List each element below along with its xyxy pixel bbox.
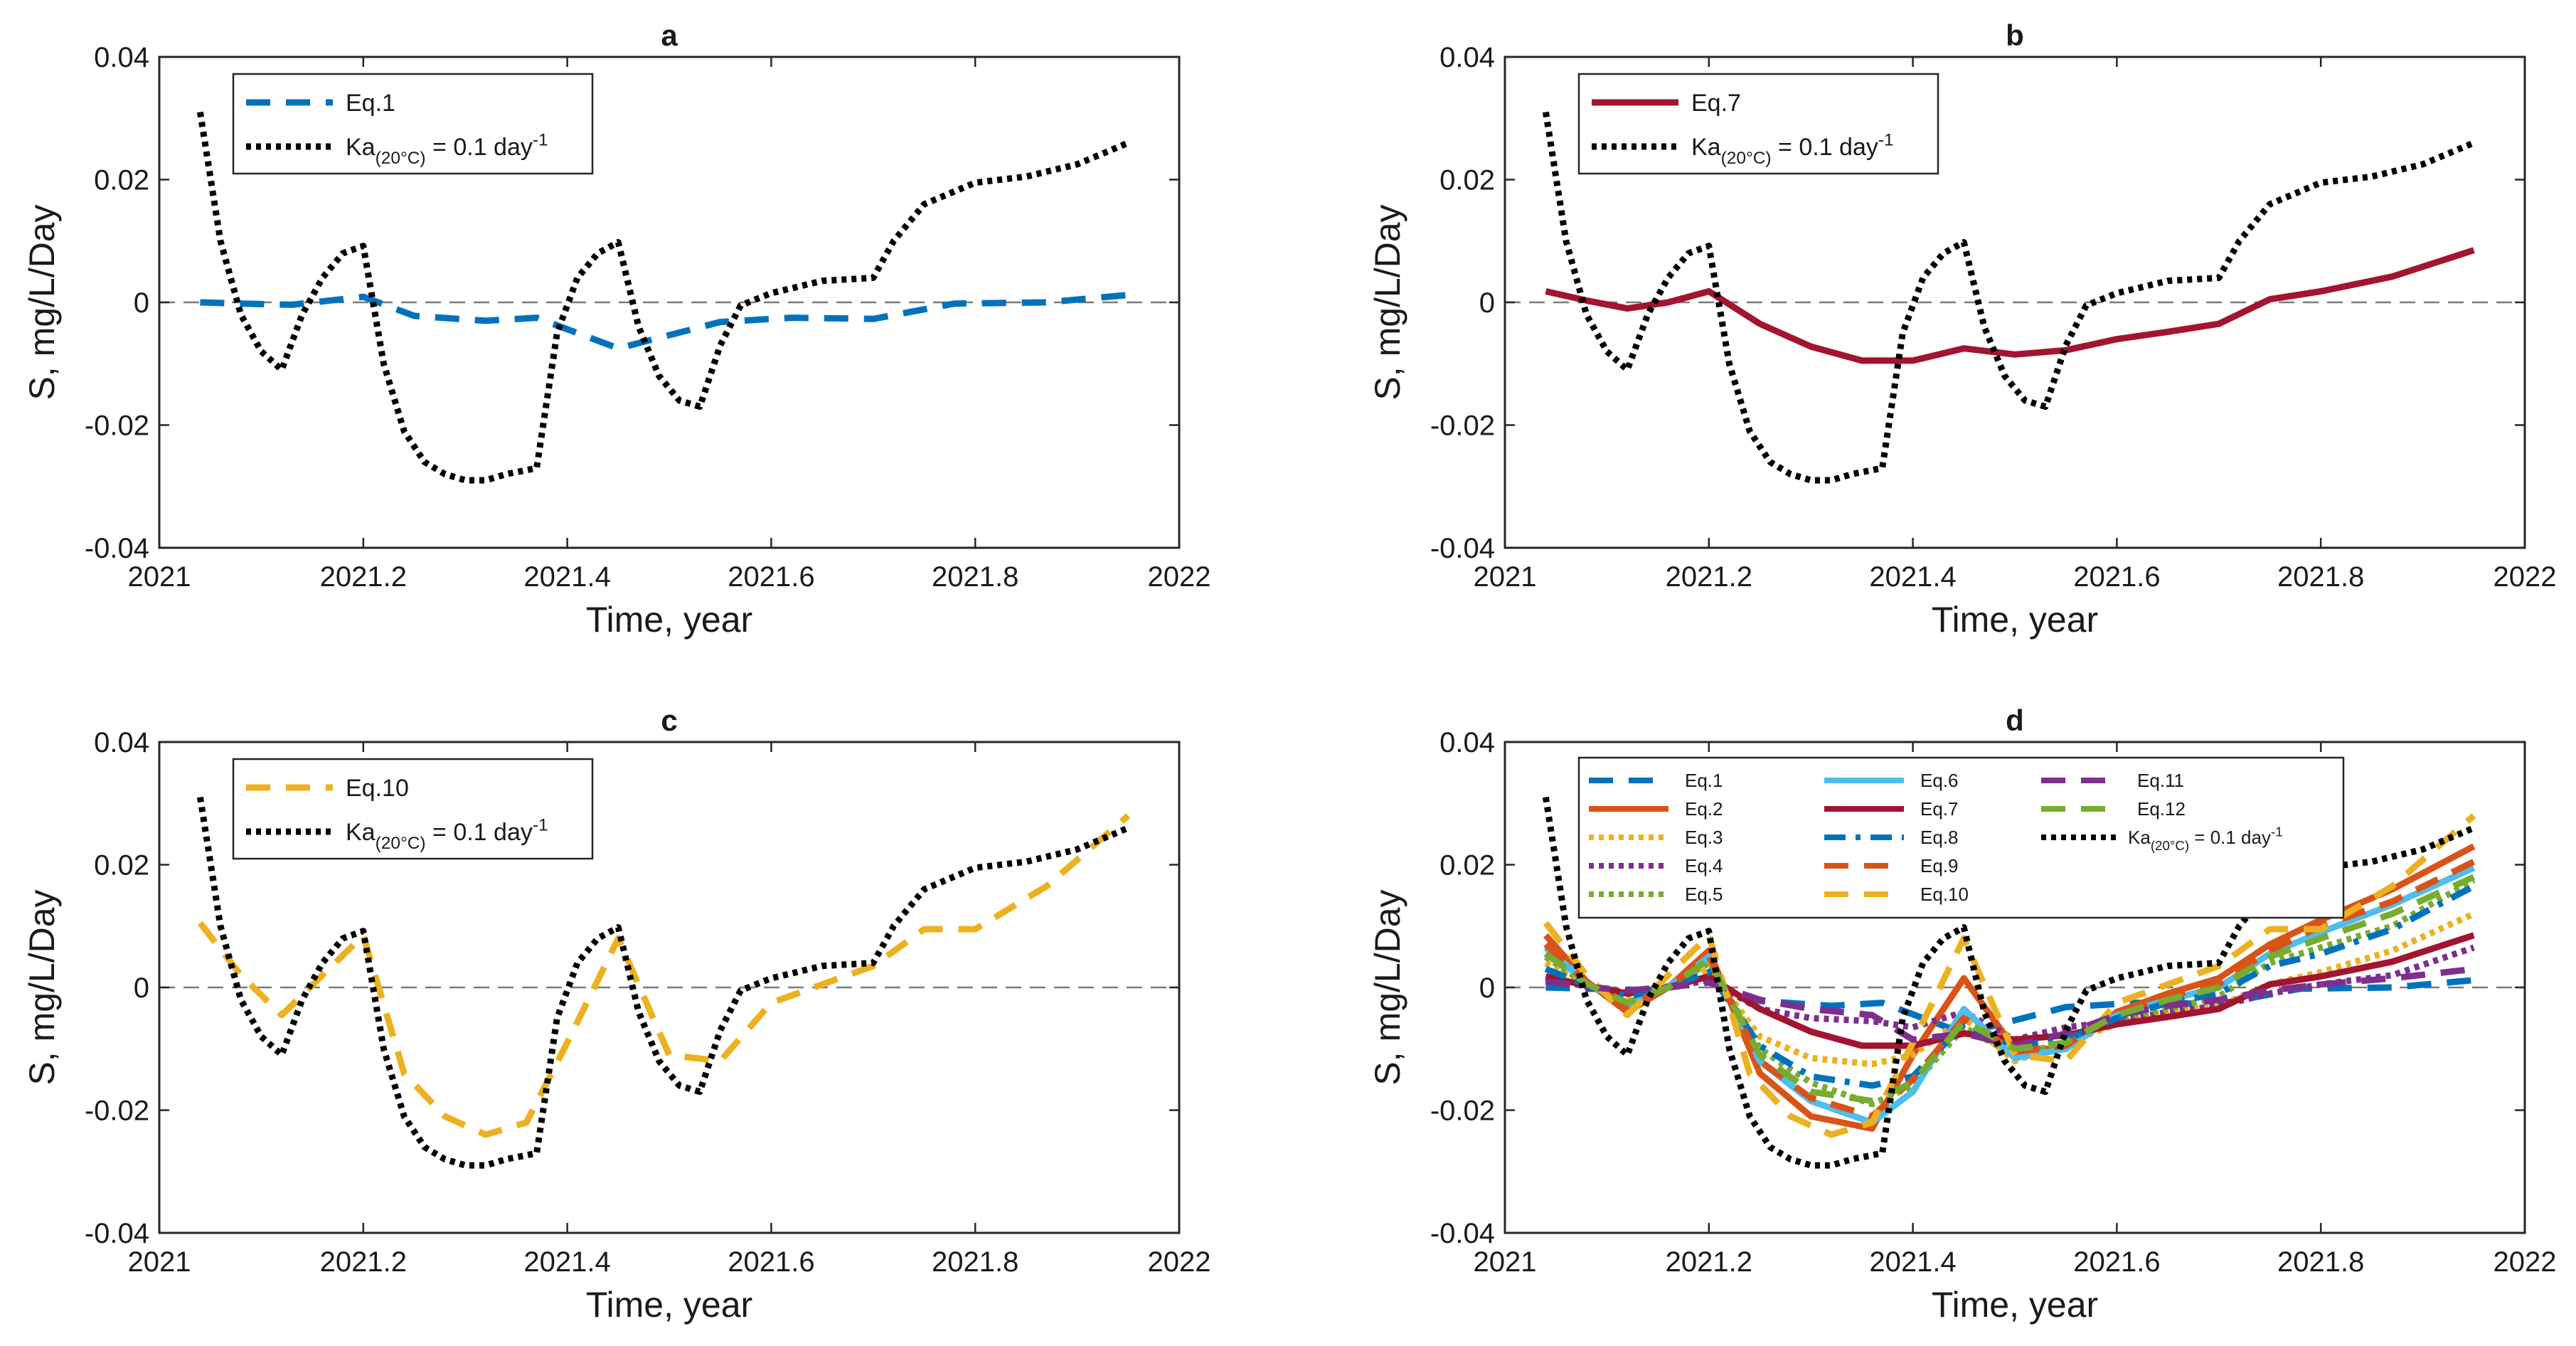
- x-tick-label: 2021.8: [932, 561, 1018, 593]
- legend-box: [232, 758, 594, 860]
- panel-title: d: [2006, 704, 2024, 737]
- x-axis-label: Time, year: [1932, 600, 2098, 640]
- legend-label: Eq.9: [1920, 855, 1959, 876]
- legend-label: Eq.4: [1685, 855, 1723, 876]
- x-tick-label: 2021: [128, 561, 191, 593]
- panel-title: a: [661, 18, 678, 52]
- chart-panel-d: 2021 2021.2 2021.4 2021.6 2021.8 2022 -0.04 -0.…: [1368, 704, 2556, 1325]
- x-tick-label: 2021: [1474, 1246, 1537, 1278]
- y-tick-label: -0.02: [1430, 1096, 1495, 1127]
- y-axis-label: S, mg/L/Day: [1368, 204, 1407, 400]
- y-tick-label: -0.04: [1430, 533, 1495, 564]
- x-tick-label: 2021.2: [320, 1246, 407, 1278]
- x-tick-label: 2022: [2493, 561, 2557, 593]
- x-tick-label: 2021.2: [1666, 1246, 1752, 1278]
- y-tick-label: 0.04: [1439, 42, 1495, 73]
- x-axis-label: Time, year: [586, 1285, 752, 1325]
- legend-label: Eq.11: [2137, 770, 2184, 791]
- y-tick-label: 0.04: [1439, 727, 1495, 758]
- y-axis-label: S, mg/L/Day: [22, 889, 62, 1085]
- legend: Eq.10 Ka(20°C) = 0.1 day-1: [232, 758, 594, 860]
- x-tick-label: 2021.4: [523, 561, 610, 593]
- panel-title: c: [661, 704, 677, 737]
- x-tick-label: 2021.8: [2277, 561, 2364, 593]
- legend-label: Eq.10: [346, 775, 409, 802]
- x-tick-label: 2022: [1148, 1246, 1211, 1278]
- x-tick-label: 2021: [1474, 561, 1537, 593]
- legend-label: Eq.6: [1920, 770, 1959, 791]
- x-tick-label: 2021.4: [523, 1246, 610, 1278]
- legend-label: Eq.10: [1920, 884, 1969, 905]
- series-line-eq-12: [1543, 874, 2476, 1105]
- y-tick-label: 0: [134, 287, 149, 319]
- legend: Eq.1 Eq.2 Eq.3 Eq.4 Eq.5 Eq.6 Eq.7 Eq.8 Eq.9 Eq.1…: [1577, 756, 2345, 919]
- legend-label: Eq.12: [2137, 798, 2186, 820]
- x-tick-label: 2021.4: [1869, 561, 1956, 593]
- x-tick-label: 2021.6: [2073, 561, 2160, 593]
- x-tick-label: 2022: [1148, 561, 1211, 593]
- legend-label: Ka(20°C) = 0.1 day-1: [346, 815, 548, 853]
- y-tick-label: -0.02: [85, 1096, 149, 1127]
- y-axis-label: S, mg/L/Day: [1368, 889, 1407, 1085]
- legend-label: Eq.7: [1691, 90, 1741, 117]
- y-tick-label: -0.02: [1430, 410, 1495, 442]
- legend-box: [1577, 73, 1939, 175]
- chart-panel-c: 2021 2021.2 2021.4 2021.6 2021.8 2022 -0.04 -0.…: [22, 704, 1210, 1325]
- legend-label: Ka(20°C) = 0.1 day-1: [2128, 825, 2283, 854]
- y-tick-label: -0.04: [85, 533, 149, 564]
- legend-box: [232, 73, 594, 175]
- x-tick-label: 2021.6: [2073, 1246, 2160, 1278]
- x-tick-label: 2022: [2493, 1246, 2557, 1278]
- y-tick-label: 0.02: [94, 850, 149, 881]
- legend-box: [1577, 756, 2345, 919]
- legend-label: Eq.3: [1685, 827, 1723, 848]
- panel-title: b: [2006, 18, 2024, 52]
- x-tick-label: 2021.8: [2277, 1246, 2364, 1278]
- x-tick-label: 2021.6: [728, 561, 814, 593]
- legend-label: Eq.5: [1685, 884, 1723, 905]
- y-axis-label: S, mg/L/Day: [22, 204, 62, 400]
- y-tick-label: -0.04: [85, 1218, 149, 1249]
- series-line-ka-20-c-0-1-day-1: [196, 796, 1130, 1169]
- legend-label: Ka(20°C) = 0.1 day-1: [346, 130, 548, 168]
- y-tick-label: -0.02: [85, 410, 149, 442]
- legend-label: Eq.1: [1685, 770, 1723, 791]
- y-tick-label: 0.04: [94, 42, 149, 73]
- x-tick-label: 2021.8: [932, 1246, 1018, 1278]
- y-tick-label: 0: [1479, 287, 1495, 319]
- x-tick-label: 2021.6: [728, 1246, 814, 1278]
- x-tick-label: 2021.4: [1869, 1246, 1956, 1278]
- y-tick-label: 0.02: [94, 165, 149, 196]
- chart-panel-a: 2021 2021.2 2021.4 2021.6 2021.8 2022 -0.04 -0.…: [22, 18, 1210, 640]
- y-tick-label: 0.02: [1439, 850, 1495, 881]
- legend-label: Ka(20°C) = 0.1 day-1: [1691, 130, 1894, 168]
- series-line-eq-9: [1543, 859, 2476, 1120]
- legend-label: Eq.2: [1685, 798, 1723, 820]
- chart-panel-b: 2021 2021.2 2021.4 2021.6 2021.8 2022 -0.04 -0.…: [1368, 18, 2556, 640]
- x-tick-label: 2021.2: [1666, 561, 1752, 593]
- y-tick-label: 0.02: [1439, 165, 1495, 196]
- y-tick-label: -0.04: [1430, 1218, 1495, 1249]
- series-line-ka-20-c-0-1-day-1: [1542, 796, 2476, 1169]
- x-axis-label: Time, year: [1932, 1285, 2098, 1325]
- legend-label: Eq.7: [1920, 798, 1959, 820]
- x-tick-label: 2021: [128, 1246, 191, 1278]
- legend: Eq.1 Ka(20°C) = 0.1 day-1: [232, 73, 594, 175]
- series-line-eq-7: [1545, 247, 2475, 364]
- legend-label: Eq.8: [1920, 827, 1959, 848]
- series-line-ka-20-c-0-1-day-1: [196, 111, 1130, 484]
- y-tick-label: 0: [134, 973, 149, 1004]
- series-line-eq-1: [200, 292, 1129, 352]
- y-tick-label: 0.04: [94, 727, 149, 758]
- legend: Eq.7 Ka(20°C) = 0.1 day-1: [1577, 73, 1939, 175]
- y-tick-label: 0: [1479, 973, 1495, 1004]
- legend-label: Eq.1: [346, 90, 395, 117]
- series-line-ka-20-c-0-1-day-1: [1542, 111, 2476, 484]
- x-tick-label: 2021.2: [320, 561, 407, 593]
- x-axis-label: Time, year: [586, 600, 752, 640]
